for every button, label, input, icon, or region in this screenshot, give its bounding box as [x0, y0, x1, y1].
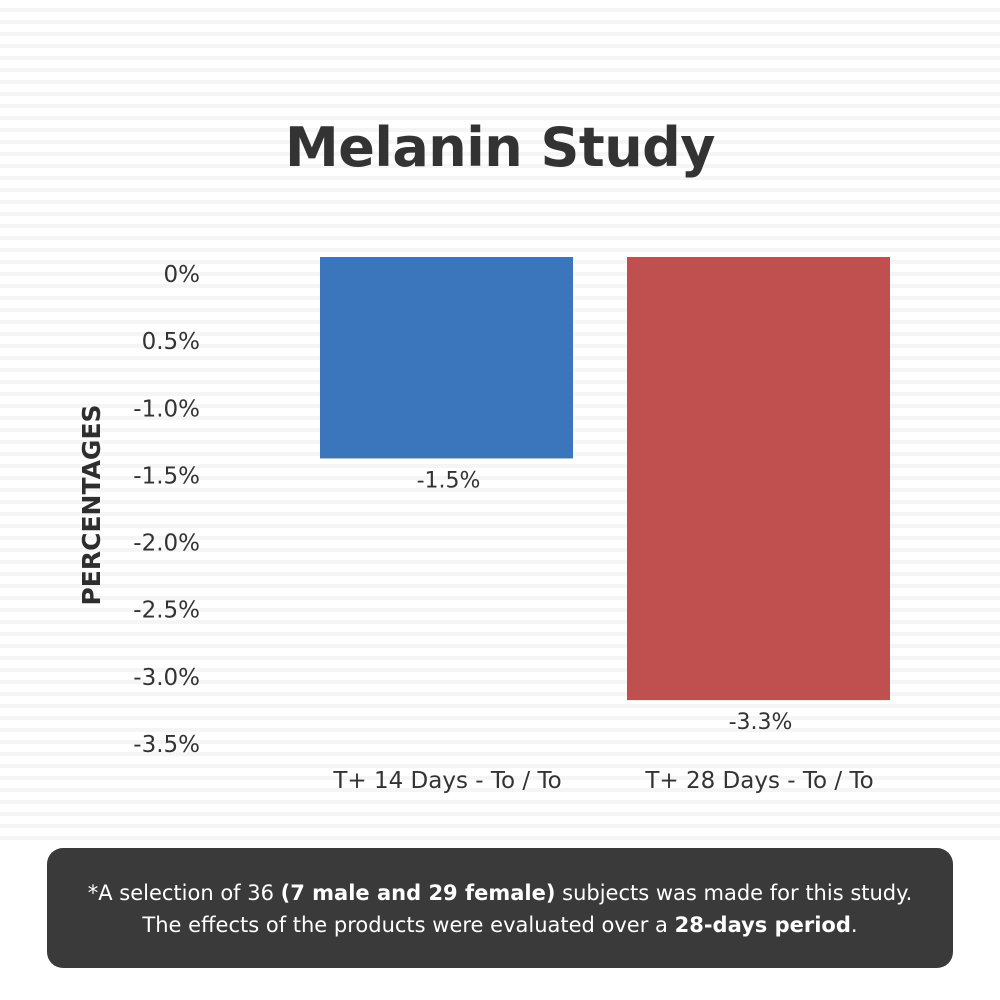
- footnote-text: The effects of the products were evaluat…: [142, 913, 675, 937]
- footnote-line-1: *A selection of 36 (7 male and 29 female…: [47, 877, 953, 909]
- category-labels: T+ 14 Days - To / To T+ 28 Days - To / To: [332, 768, 873, 794]
- footnote-text: *A selection of 36: [87, 881, 281, 905]
- chart-title: Melanin Study: [284, 116, 716, 179]
- bar: [320, 257, 573, 459]
- y-tick-label: -2.5%: [133, 598, 200, 624]
- y-tick-label: -3.5%: [133, 732, 200, 758]
- footnote-box: *A selection of 36 (7 male and 29 female…: [47, 848, 953, 968]
- y-axis-title-group: PERCENTAGES: [77, 404, 106, 605]
- footnote-line-2: The effects of the products were evaluat…: [47, 909, 953, 941]
- y-tick-label: -2.0%: [133, 531, 200, 557]
- y-axis-title: PERCENTAGES: [77, 404, 106, 605]
- footnote-text: subjects was made for this study.: [555, 881, 913, 905]
- footnote-text: .: [850, 913, 858, 937]
- bar: [627, 257, 890, 701]
- footnote-emphasis: 28-days period: [674, 913, 851, 937]
- data-labels: -1.5% -3.3%: [417, 468, 793, 735]
- y-tick-label: -1.0%: [133, 396, 200, 422]
- footnote-emphasis: (7 male and 29 female): [280, 881, 556, 905]
- y-axis-ticks: 0% 0.5% -1.0% -1.5% -2.0% -2.5% -3.0% -3.5%: [133, 262, 200, 758]
- data-label: -1.5%: [417, 468, 481, 493]
- y-tick-label: 0%: [164, 262, 201, 288]
- y-tick-label: 0.5%: [142, 329, 200, 355]
- bar-chart: PERCENTAGES 0% 0.5% -1.0% -1.5% -2.0% -2.5% -3…: [77, 257, 890, 794]
- y-tick-label: -1.5%: [133, 463, 200, 489]
- data-label: -3.3%: [729, 710, 793, 735]
- y-tick-label: -3.0%: [133, 665, 200, 691]
- category-label: T+ 14 Days - To / To: [332, 768, 561, 794]
- bars: [320, 257, 890, 701]
- category-label: T+ 28 Days - To / To: [644, 768, 873, 794]
